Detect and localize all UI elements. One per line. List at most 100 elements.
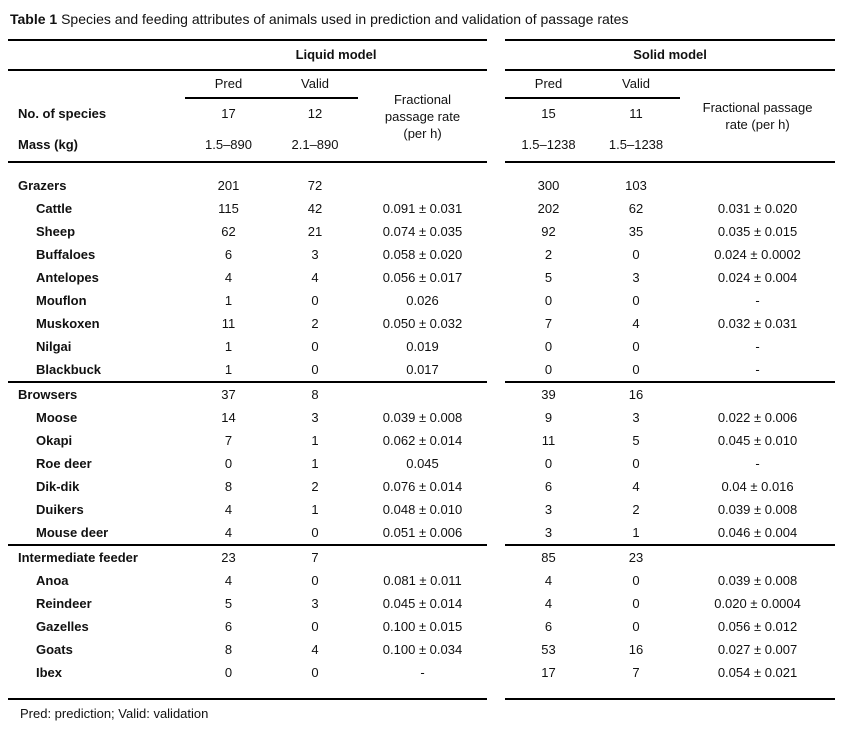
species-row: Dik-dik 8 2 0.076 ± 0.014 6 4 0.04 ± 0.016 — [8, 475, 835, 498]
gutter — [487, 243, 505, 266]
species-label: Buffaloes — [36, 246, 96, 262]
value-cell: 4 — [224, 572, 233, 588]
species-label: Sheep — [36, 223, 76, 239]
species-row: Gazelles 6 0 0.100 ± 0.015 6 0 0.056 ± 0.012 — [8, 615, 835, 638]
value-cell: 1 — [311, 501, 319, 517]
value-cell: 16 — [628, 641, 644, 657]
value-cell: - — [755, 292, 760, 308]
value-cell: 0.035 ± 0.015 — [717, 223, 798, 239]
value-cell: 5 — [632, 432, 640, 448]
section-label: Browsers — [18, 386, 78, 402]
value-cell: 0 — [544, 292, 553, 308]
species-row: Muskoxen 11 2 0.050 ± 0.032 7 4 0.032 ± 0.031 — [8, 312, 835, 335]
gutter — [487, 162, 505, 197]
value-cell: 2 — [632, 501, 640, 517]
value-cell: 115 — [218, 200, 239, 216]
value-cell: - — [680, 358, 836, 383]
value-cell: 0.039 ± 0.008 — [717, 501, 798, 517]
section-header-row: Grazers 201 72 300 103 — [8, 162, 835, 197]
species-row: Anoa 4 0 0.081 ± 0.011 4 0 0.039 ± 0.008 — [8, 569, 835, 592]
species-row: Goats 8 4 0.100 ± 0.034 53 16 0.027 ± 0.007 — [8, 638, 835, 661]
value-cell: 0 — [272, 661, 358, 700]
value-cell: 4 — [224, 501, 233, 517]
value-cell: 8 — [224, 478, 233, 494]
value-cell: 5 — [224, 595, 233, 611]
species-label: Gazelles — [36, 618, 89, 634]
value-cell: 6 — [544, 618, 553, 634]
value-cell: 0 — [632, 338, 640, 354]
value-cell: 0.04 ± 0.016 — [721, 478, 794, 494]
species-row: Blackbuck 1 0 0.017 0 0- — [8, 358, 836, 383]
gutter — [487, 545, 505, 569]
value-cell: 0.031 ± 0.020 — [717, 200, 798, 216]
value-cell: 6 — [224, 246, 233, 262]
value-cell: 0.076 ± 0.014 — [382, 478, 463, 494]
value-cell: 0 — [311, 618, 319, 634]
species-label: Nilgai — [36, 338, 72, 354]
value-cell: 17 — [505, 661, 593, 700]
value-cell: 8 — [311, 386, 319, 402]
value-cell: 3 — [544, 501, 553, 517]
value-cell: 2 — [311, 478, 319, 494]
value-cell: 0.091 ± 0.031 — [382, 200, 463, 216]
value-cell: 72 — [307, 177, 323, 193]
species-row: Cattle 115 42 0.091 ± 0.031 202 62 0.031 ± 0.0… — [8, 197, 835, 220]
value-cell: 0.054 ± 0.021 — [680, 661, 836, 700]
value-cell: 1.5–1238 — [505, 129, 593, 163]
value-cell: 4 — [544, 572, 553, 588]
pred-valid-row: Pred Valid Fractional passage rate (per … — [8, 70, 836, 163]
value-cell: 1 — [311, 432, 319, 448]
value-cell: 0 — [632, 246, 640, 262]
value-cell: 7 — [311, 549, 319, 565]
value-cell: 6 — [544, 478, 553, 494]
gutter — [487, 358, 505, 382]
gutter — [487, 70, 505, 162]
value-cell: 3 — [632, 409, 640, 425]
value-cell: 300 — [537, 177, 560, 193]
value-cell: 0 — [632, 618, 640, 634]
gutter — [487, 475, 505, 498]
gutter — [487, 429, 505, 452]
value-cell: 23 — [221, 549, 236, 565]
species-label: Mouse deer — [8, 521, 185, 546]
gutter — [487, 335, 505, 358]
table-body: Grazers 201 72 300 103 Cattle 115 42 0.091 ± 0.0… — [8, 162, 836, 700]
value-cell: 15 — [541, 106, 556, 121]
value-cell: 0.058 ± 0.020 — [382, 246, 463, 262]
value-cell: 62 — [628, 200, 644, 216]
value-cell: 0.100 ± 0.034 — [382, 641, 463, 657]
value-cell: 12 — [307, 106, 323, 121]
gutter — [487, 220, 505, 243]
value-cell: 39 — [541, 386, 556, 402]
value-cell: 1 — [224, 338, 233, 354]
liquid-model-header: Liquid model — [185, 39, 488, 71]
value-cell: 9 — [544, 409, 553, 425]
value-cell: 1 — [592, 521, 681, 546]
value-cell: 14 — [221, 409, 236, 425]
value-cell: 0.050 ± 0.032 — [382, 315, 463, 331]
species-label: Muskoxen — [36, 315, 100, 331]
value-cell: 0.026 — [406, 292, 439, 308]
species-label: Ibex — [8, 661, 185, 700]
species-row: Mouflon 1 0 0.026 0 0 - — [8, 289, 835, 312]
value-cell: 3 — [311, 409, 319, 425]
row-label: No. of species — [18, 105, 107, 121]
value-cell: 0 — [632, 572, 640, 588]
value-cell: 11 — [221, 315, 236, 331]
value-cell: 8 — [224, 641, 233, 657]
value-cell: 3 — [311, 595, 319, 611]
liquid-pred-header: Pred — [185, 70, 272, 99]
gutter — [487, 406, 505, 429]
value-cell: 17 — [221, 106, 236, 121]
model-group-row: Liquid model Solid model — [8, 39, 836, 71]
species-label: Blackbuck — [8, 358, 185, 383]
value-cell: 4 — [311, 269, 319, 285]
value-cell: 0.039 ± 0.008 — [717, 572, 798, 588]
value-cell: 0 — [224, 455, 233, 471]
footnote: Pred: prediction; Valid: validation — [20, 706, 209, 721]
value-cell: 0.051 ± 0.006 — [358, 521, 488, 546]
gutter — [487, 382, 505, 406]
liquid-fractional-header: Fractional passage rate (per h) — [358, 70, 488, 163]
value-cell: 0 — [311, 338, 319, 354]
value-cell: 3 — [632, 269, 640, 285]
